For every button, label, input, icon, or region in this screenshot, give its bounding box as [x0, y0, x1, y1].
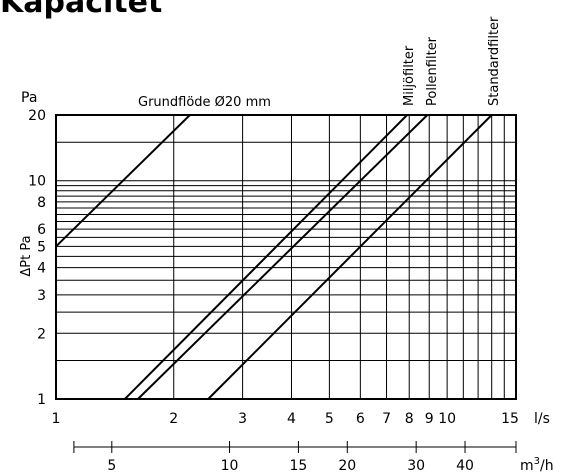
secondary-tick-label: 40 [456, 458, 474, 474]
secondary-axis-unit: m3/h [520, 456, 554, 474]
secondary-axis-unit-tail: /h [540, 458, 554, 474]
secondary-tick-label: 15 [290, 458, 308, 474]
x-tick-label: 10 [438, 411, 456, 427]
chart-title: Kapacitet [0, 0, 162, 20]
x-axis-unit: l/s [534, 411, 550, 427]
y-tick-label: 1 [37, 392, 46, 408]
series-lines [55, 114, 493, 400]
series-label: Standardfilter [487, 16, 502, 106]
y-tick-label: 4 [37, 261, 46, 277]
y-axis-label: ΔPt Pa [19, 235, 34, 276]
secondary-axis-unit-exp: 3 [534, 456, 540, 467]
x-tick-label: 1 [52, 411, 61, 427]
series-line [207, 114, 493, 400]
y-tick-label: 2 [37, 326, 46, 342]
x-tick-label: 5 [325, 411, 334, 427]
y-tick-label: 3 [37, 288, 46, 304]
x-tick-label: 2 [169, 411, 178, 427]
grid [55, 114, 517, 400]
series-label: Pollenfilter [425, 36, 440, 106]
y-axis-unit: Pa [21, 90, 37, 106]
x-tick-label: 7 [382, 411, 391, 427]
plot-frame [55, 114, 517, 400]
series-label: Grundflöde Ø20 mm [138, 95, 271, 110]
y-tick-label: 20 [28, 108, 46, 124]
series-label: Miljöfilter [402, 45, 417, 106]
secondary-tick-label: 30 [407, 458, 425, 474]
x-tick-label: 3 [238, 411, 247, 427]
secondary-axis: 5 10 15 20 30 40 m3/h [73, 441, 554, 474]
series-line [124, 114, 408, 400]
secondary-tick-label: 20 [338, 458, 356, 474]
x-tick-label: 9 [425, 411, 434, 427]
secondary-tick-label: 10 [221, 458, 239, 474]
secondary-tick-label: 5 [107, 458, 116, 474]
y-tick-label: 8 [37, 195, 46, 211]
x-tick-label: 15 [501, 411, 519, 427]
series-line [55, 114, 191, 248]
y-tick-label: 5 [37, 239, 46, 255]
series-line [137, 114, 429, 400]
x-tick-label: 8 [405, 411, 414, 427]
y-tick-label: 6 [37, 222, 46, 238]
x-tick-label: 4 [287, 411, 296, 427]
x-tick-label: 6 [356, 411, 365, 427]
y-tick-label: 10 [28, 174, 46, 190]
